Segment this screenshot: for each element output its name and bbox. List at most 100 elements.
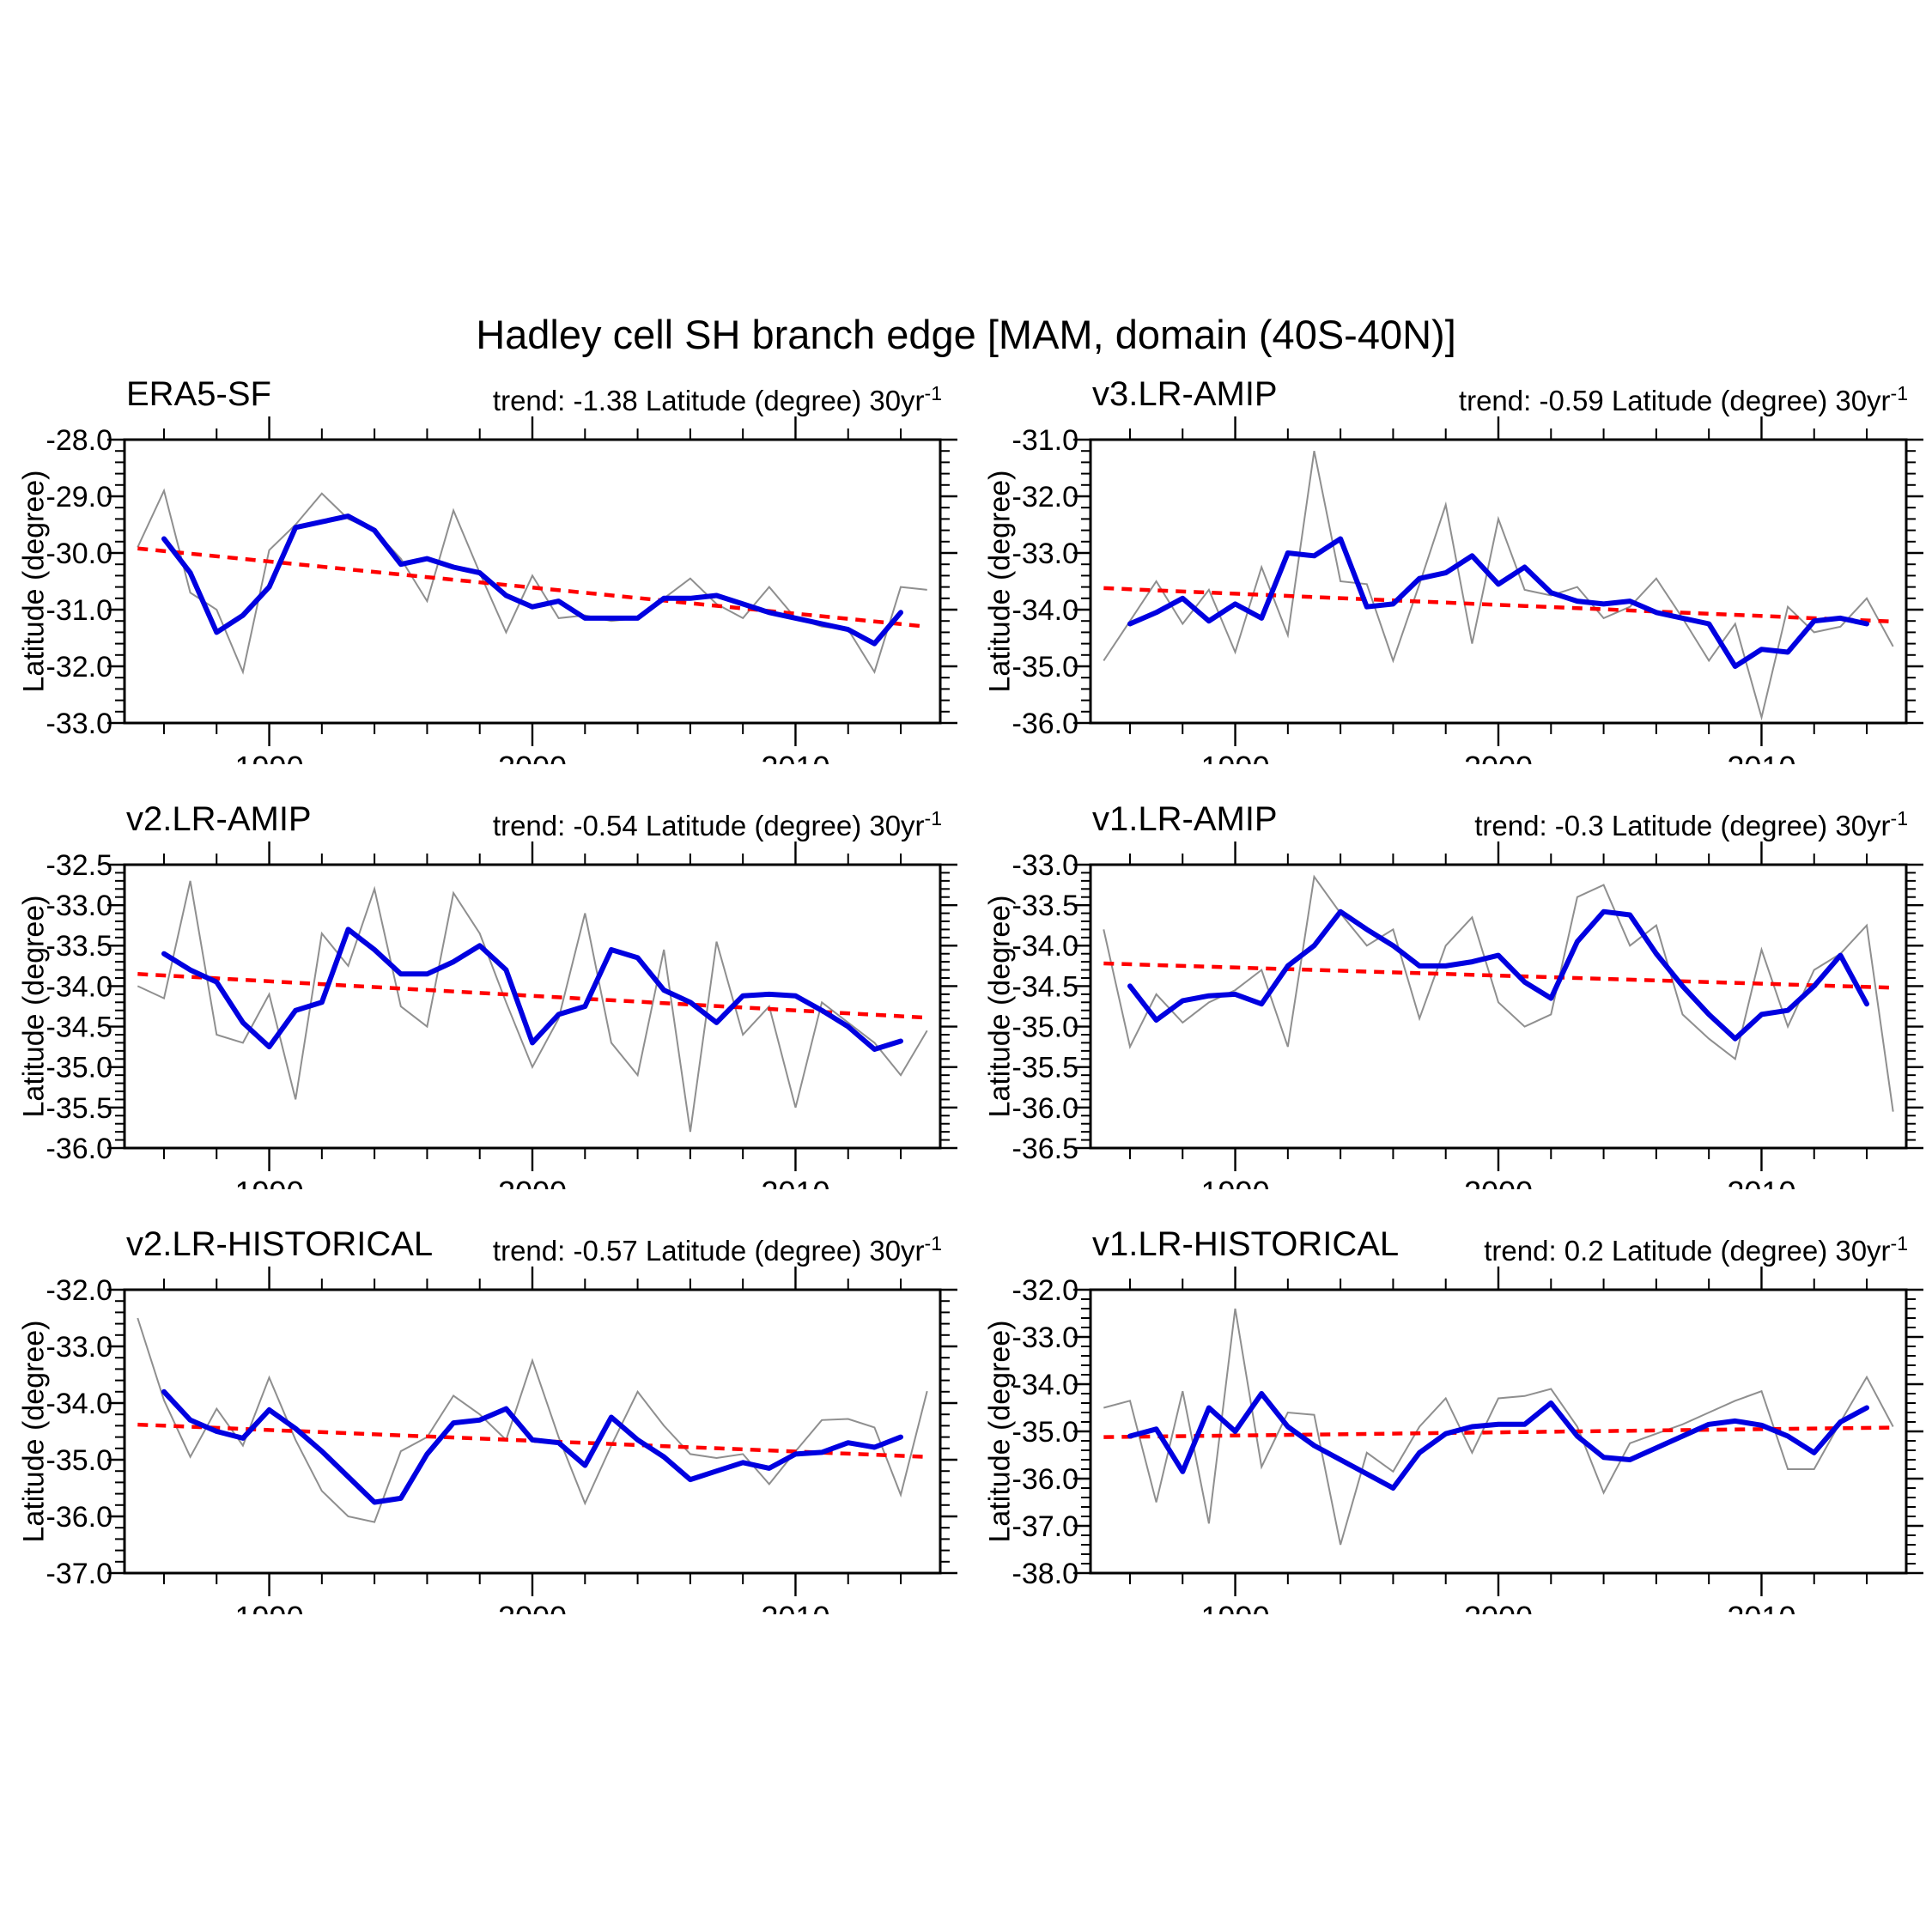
panel-title: v3.LR-AMIP [1092, 375, 1278, 413]
panel-title: v2.LR-HISTORICAL [126, 1225, 434, 1263]
trend-text: trend: -0.54 Latitude (degree) 30yr [492, 810, 925, 841]
x-tick-label: 1990 [1201, 750, 1270, 764]
panel-title: ERA5-SF [126, 375, 271, 413]
trend-text: trend: -0.57 Latitude (degree) 30yr [492, 1235, 925, 1267]
y-tick-label: -30.0 [46, 538, 113, 570]
y-tick-label: -33.0 [1012, 538, 1079, 570]
plot-area-v2-lr-amip: -32.5 -33.0 -33.5 -34.0 -34.5 -35.0 -35.5 -36.0… [46, 841, 957, 1189]
y-tick-label: -33.5 [1012, 890, 1079, 922]
y-tick-label: -32.0 [46, 1274, 113, 1307]
x-tick-label: 2000 [1464, 750, 1533, 764]
trend-line [1103, 961, 1893, 990]
x-tick-label: 2010 [1727, 1175, 1795, 1189]
y-tick-label: -36.0 [1012, 708, 1079, 740]
plot-area-v2-lr-historical: -32.0 -33.0 -34.0 -35.0 -36.0 -37.0 1990 2000 20… [46, 1267, 957, 1614]
trend-line [1103, 586, 1893, 624]
raw-series-line [137, 488, 927, 675]
y-tick-label: -32.0 [1012, 481, 1079, 513]
y-tick-label: -35.0 [1012, 1416, 1079, 1449]
x-tick-label: 2000 [498, 750, 567, 764]
y-tick-label: -32.0 [1012, 1274, 1079, 1307]
trend-line [137, 546, 927, 629]
smoothed-series-line [1127, 536, 1869, 669]
y-tick-label: -36.0 [1012, 1463, 1079, 1496]
y-tick-label: -34.5 [1012, 970, 1079, 1003]
panel-title: v1.LR-AMIP [1092, 800, 1278, 838]
x-tick-label: 1990 [235, 1175, 304, 1189]
panel-v1-lr-amip: v1.LR-AMIP trend: -0.3 Latitude (degree)… [966, 764, 1932, 1189]
y-tick-label: -35.0 [46, 1052, 113, 1084]
raw-series-line [137, 1317, 928, 1523]
panel-v2-lr-historical: v2.LR-HISTORICAL trend: -0.57 Latitude (… [0, 1189, 966, 1614]
y-tick-label: -33.0 [46, 1331, 113, 1364]
trend-text: trend: -1.38 Latitude (degree) 30yr [492, 385, 925, 416]
trend-annotation: trend: -0.57 Latitude (degree) 30yr-1 [493, 1232, 942, 1267]
plot-area-era5-sf: -28.0 -29.0 -30.0 -31.0 -32.0 -33.0 1990 2000 20… [46, 416, 957, 764]
y-tick-label: -36.0 [46, 1501, 113, 1534]
axes: -32.5 -33.0 -33.5 -34.0 -34.5 -35.0 -35.5 -36.0… [46, 841, 957, 1189]
plot-area-v3-lr-amip: -31.0 -32.0 -33.0 -34.0 -35.0 -36.0 1990 2000 20… [1012, 416, 1923, 764]
trend-text: trend: 0.2 Latitude (degree) 30yr [1484, 1235, 1891, 1267]
panel-v3-lr-amip: v3.LR-AMIP trend: -0.59 Latitude (degree… [966, 339, 1932, 764]
smoothed-series-line [161, 513, 903, 647]
x-tick-label: 2010 [1727, 1600, 1795, 1614]
y-tick-label: -32.5 [46, 849, 113, 882]
x-tick-label: 2000 [1464, 1175, 1533, 1189]
y-tick-label: -34.5 [46, 1011, 113, 1043]
trend-line [1103, 1425, 1893, 1439]
y-tick-label: -32.0 [46, 651, 113, 683]
y-tick-label: -29.0 [46, 481, 113, 513]
trend-exponent: -1 [1890, 382, 1908, 404]
y-tick-label: -33.0 [1012, 849, 1079, 882]
trend-exponent: -1 [924, 382, 942, 404]
raw-series-line [1103, 874, 1894, 1112]
trend-annotation: trend: 0.2 Latitude (degree) 30yr-1 [1484, 1232, 1908, 1267]
x-tick-label: 2010 [1727, 750, 1795, 764]
y-tick-label: -35.5 [1012, 1052, 1079, 1084]
axes: -32.0 -33.0 -34.0 -35.0 -36.0 -37.0 -38.0 1990 2… [1012, 1267, 1923, 1614]
y-tick-label: -35.0 [1012, 651, 1079, 683]
smoothed-series-line [1127, 1391, 1869, 1491]
y-tick-label: -31.0 [46, 594, 113, 627]
plot-area-v1-lr-historical: -32.0 -33.0 -34.0 -35.0 -36.0 -37.0 -38.0 1990 2… [1012, 1267, 1923, 1614]
y-tick-label: -33.0 [1012, 1321, 1079, 1354]
trend-annotation: trend: -0.3 Latitude (degree) 30yr-1 [1474, 807, 1908, 842]
y-tick-label: -35.0 [1012, 1011, 1079, 1043]
y-tick-label: -34.0 [1012, 594, 1079, 627]
panel-v1-lr-historical: v1.LR-HISTORICAL trend: 0.2 Latitude (de… [966, 1189, 1932, 1614]
trend-exponent: -1 [924, 1232, 942, 1255]
y-tick-label: -28.0 [46, 424, 113, 457]
panel-title: v2.LR-AMIP [126, 800, 312, 838]
y-tick-label: -34.0 [46, 1388, 113, 1420]
y-tick-label: -35.0 [46, 1444, 113, 1477]
trend-annotation: trend: -1.38 Latitude (degree) 30yr-1 [493, 382, 942, 417]
x-tick-label: 2000 [498, 1600, 567, 1614]
y-tick-label: -34.0 [46, 970, 113, 1003]
y-tick-label: -31.0 [1012, 424, 1079, 457]
figure-title: Hadley cell SH branch edge [MAM, domain … [476, 312, 1456, 357]
panel-era5-sf: ERA5-SF trend: -1.38 Latitude (degree) 3… [0, 339, 966, 764]
axes: -28.0 -29.0 -30.0 -31.0 -32.0 -33.0 1990 2000 20… [46, 416, 957, 764]
y-tick-label: -33.0 [46, 708, 113, 740]
x-tick-label: 2010 [761, 1175, 829, 1189]
axes: -32.0 -33.0 -34.0 -35.0 -36.0 -37.0 1990 2000 20… [46, 1267, 957, 1614]
x-tick-label: 1990 [235, 1600, 304, 1614]
x-tick-label: 1990 [1201, 1600, 1270, 1614]
trend-text: trend: -0.3 Latitude (degree) 30yr [1474, 810, 1891, 841]
raw-series-line [137, 880, 928, 1133]
panel-v2-lr-amip: v2.LR-AMIP trend: -0.54 Latitude (degree… [0, 764, 966, 1189]
y-tick-label: -37.0 [1012, 1510, 1079, 1543]
y-tick-label: -36.0 [1012, 1092, 1079, 1125]
x-tick-label: 2010 [761, 750, 829, 764]
trend-annotation: trend: -0.54 Latitude (degree) 30yr-1 [493, 807, 942, 842]
smoothed-series-line [161, 927, 903, 1052]
y-tick-label: -37.0 [46, 1558, 113, 1590]
trend-exponent: -1 [1890, 807, 1908, 829]
x-tick-label: 1990 [235, 750, 304, 764]
x-tick-label: 2000 [1464, 1600, 1533, 1614]
y-tick-label: -35.5 [46, 1092, 113, 1125]
y-tick-label: -36.5 [1012, 1133, 1079, 1165]
x-tick-label: 1990 [1201, 1175, 1270, 1189]
raw-series-line [1103, 451, 1894, 721]
y-tick-label: -33.5 [46, 930, 113, 963]
